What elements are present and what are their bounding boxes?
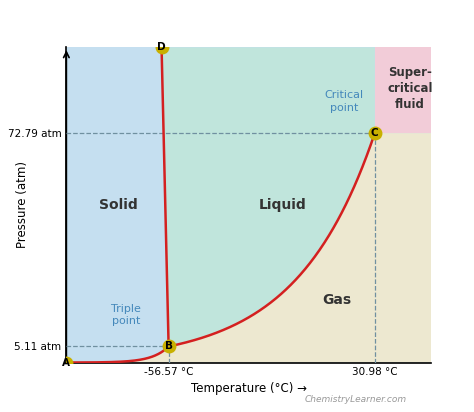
Text: 2: 2 [397,23,405,33]
Text: Phase Diagram of Carbon Dioxide (CO: Phase Diagram of Carbon Dioxide (CO [19,14,361,29]
X-axis label: Temperature (°C) →: Temperature (°C) → [191,382,307,395]
Text: Gas: Gas [323,293,352,307]
Polygon shape [375,47,431,133]
Text: Super-
critical
fluid: Super- critical fluid [387,66,433,111]
Polygon shape [66,133,431,363]
Text: Liquid: Liquid [259,198,307,212]
Text: C: C [371,128,379,138]
Text: Critical
point: Critical point [325,90,364,113]
Polygon shape [162,47,375,346]
Text: Solid: Solid [99,198,137,212]
Text: B: B [164,342,173,351]
Text: ): ) [405,14,412,29]
Text: ChemistryLearner.com: ChemistryLearner.com [304,395,407,404]
Text: Pressure (atm): Pressure (atm) [16,162,29,248]
Text: Triple
point: Triple point [111,304,141,326]
Text: A: A [63,358,70,368]
Text: D: D [157,42,166,52]
